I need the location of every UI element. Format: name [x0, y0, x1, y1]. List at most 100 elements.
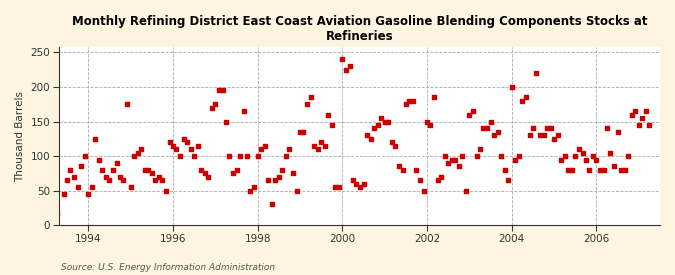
Point — [294, 130, 305, 134]
Point — [623, 154, 634, 158]
Point — [520, 95, 531, 100]
Point — [549, 137, 560, 141]
Point — [213, 88, 224, 93]
Point — [541, 126, 552, 131]
Point — [207, 106, 217, 110]
Point — [404, 99, 414, 103]
Point — [503, 178, 514, 183]
Point — [340, 68, 351, 72]
Point — [313, 147, 323, 151]
Point — [132, 150, 143, 155]
Point — [284, 147, 295, 151]
Point — [178, 137, 189, 141]
Point — [143, 168, 154, 172]
Point — [171, 147, 182, 151]
Point — [429, 95, 439, 100]
Point — [591, 157, 602, 162]
Point — [595, 168, 605, 172]
Point — [538, 133, 549, 138]
Point — [234, 154, 245, 158]
Point — [76, 164, 86, 169]
Point — [517, 99, 528, 103]
Point — [199, 171, 210, 175]
Point — [620, 168, 630, 172]
Point — [316, 140, 327, 144]
Point — [288, 171, 298, 175]
Point — [454, 164, 464, 169]
Point — [612, 130, 623, 134]
Point — [496, 154, 507, 158]
Point — [48, 209, 59, 214]
Point — [104, 178, 115, 183]
Point — [308, 144, 319, 148]
Point — [61, 178, 72, 183]
Point — [588, 154, 599, 158]
Point — [376, 116, 387, 120]
Point — [252, 154, 263, 158]
Point — [552, 133, 563, 138]
Point — [196, 168, 207, 172]
Point — [601, 126, 612, 131]
Point — [408, 99, 418, 103]
Point — [365, 137, 376, 141]
Point — [330, 185, 341, 189]
Point — [122, 102, 133, 106]
Point — [560, 154, 570, 158]
Point — [369, 126, 379, 131]
Point — [281, 154, 292, 158]
Point — [464, 112, 475, 117]
Point — [394, 164, 404, 169]
Point — [644, 123, 655, 127]
Point — [641, 109, 651, 113]
Point — [337, 57, 348, 62]
Point — [245, 188, 256, 193]
Point — [249, 185, 260, 189]
Point — [506, 85, 517, 89]
Point — [273, 175, 284, 179]
Point — [319, 144, 330, 148]
Point — [471, 154, 482, 158]
Point — [93, 157, 104, 162]
Point — [524, 133, 535, 138]
Point — [277, 168, 288, 172]
Point — [161, 188, 171, 193]
Point — [157, 178, 168, 183]
Point — [167, 144, 178, 148]
Point — [175, 154, 186, 158]
Point — [435, 175, 446, 179]
Point — [101, 175, 111, 179]
Point — [150, 178, 161, 183]
Point — [390, 144, 401, 148]
Point — [256, 147, 267, 151]
Point — [58, 192, 69, 196]
Point — [224, 154, 235, 158]
Point — [400, 102, 411, 106]
Point — [263, 178, 273, 183]
Point — [90, 137, 101, 141]
Point — [460, 188, 471, 193]
Point — [598, 168, 609, 172]
Point — [580, 157, 591, 162]
Point — [478, 126, 489, 131]
Point — [514, 154, 524, 158]
Point — [570, 154, 580, 158]
Point — [139, 168, 150, 172]
Point — [298, 130, 309, 134]
Point — [414, 178, 425, 183]
Point — [358, 182, 369, 186]
Point — [432, 178, 443, 183]
Point — [227, 171, 238, 175]
Point — [584, 168, 595, 172]
Point — [439, 154, 450, 158]
Point — [348, 178, 358, 183]
Point — [531, 71, 542, 75]
Point — [129, 154, 140, 158]
Point — [182, 140, 192, 144]
Point — [397, 168, 408, 172]
Point — [351, 182, 362, 186]
Point — [189, 154, 200, 158]
Point — [633, 123, 644, 127]
Point — [605, 150, 616, 155]
Point — [411, 168, 422, 172]
Point — [107, 168, 118, 172]
